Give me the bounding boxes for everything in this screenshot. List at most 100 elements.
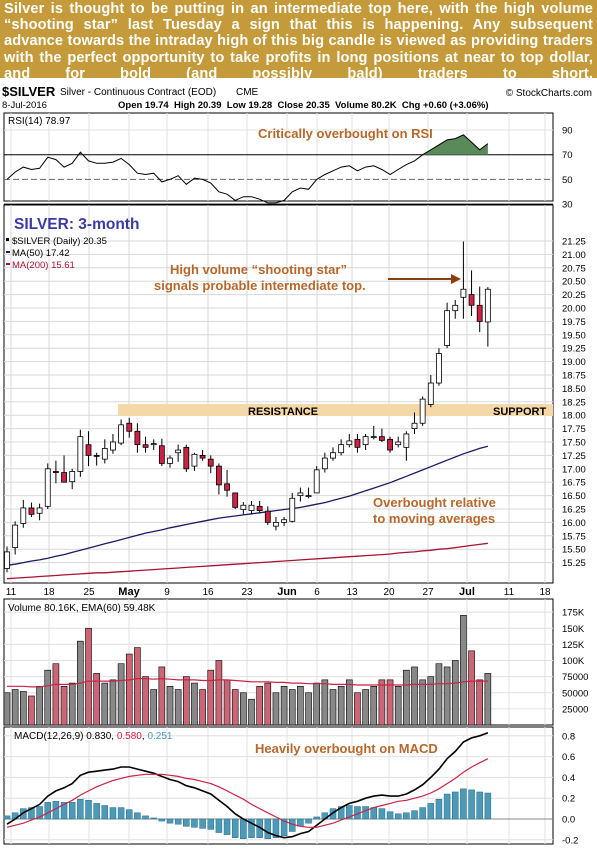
commentary-header: Silver is thought to be putting in an in… [0,0,597,82]
candle-body [362,436,369,446]
price-tick-label: 18.00 [562,411,586,422]
volume-bar [321,679,329,726]
macd-histogram-bar [85,800,92,820]
macd-histogram-bar [484,792,492,820]
volume-bar [199,689,206,726]
macd-histogram-bar [93,803,100,820]
price-tick-label: 20.75 [562,263,586,274]
macd-histogram-bar [394,813,402,820]
volume-bar [231,689,239,726]
macd-histogram-bar [427,803,435,820]
candle-body [484,288,491,323]
price-tick-label: 17.25 [562,451,586,462]
price-legend: $SILVER (Daily) 20.35 MA(50) 17.42 MA(20… [6,236,107,271]
price-tick-label: 19.25 [562,344,586,355]
price-tick-label: 20.00 [562,304,586,315]
rsi-overbought-fill [422,134,488,155]
date-tick-label: 20 [383,587,395,598]
date-tick-label: 13 [346,587,358,598]
macd-histogram-bar [199,818,206,829]
ma-annotation-2: to moving averages [373,511,495,526]
volume-bar [150,689,157,726]
candle-body [411,422,418,429]
volume-bar [68,682,76,726]
macd-histogram-bar [68,802,76,820]
macd-histogram-bar [386,811,394,820]
candle-body [12,524,19,548]
legend-ma200: MA(200) 15.61 [12,260,75,271]
volume-bar [435,663,443,726]
price-tick-label: 19.50 [562,330,586,341]
volume-tick-label: 125K [562,640,585,651]
macd-histogram-bar [183,818,190,827]
macd-histogram-bar [36,806,43,820]
macd-tick-label: -0.2 [562,835,578,846]
legend-ma50: MA(50) 17.42 [12,248,70,259]
chart-ohlc: Open 19.74 High 20.39 Low 19.28 Close 20… [118,100,489,111]
candle-body [476,304,483,322]
commentary-text: Silver is thought to be putting in an in… [4,1,593,82]
rsi-plot [6,134,489,204]
volume-tick-label: 75000 [562,672,588,683]
volume-bar [11,689,19,726]
macd-histogram-bar [378,808,386,820]
macd-histogram-bar [150,817,157,820]
rsi-line [6,134,489,204]
candle-body [232,492,239,508]
price-tick-label: 16.00 [562,518,586,529]
macd-histogram-bar [117,807,125,820]
volume-bar [183,676,190,726]
date-tick-label: 23 [241,587,253,598]
macd-histogram-bar [44,802,51,820]
volume-bar [215,660,223,726]
candle-body [134,430,141,446]
macd-histogram-bar [191,818,198,828]
candle-body [61,472,67,483]
candle-body [452,304,459,312]
macd-histogram-bar [248,818,255,838]
candle-body [330,452,336,459]
volume-bar [240,692,247,726]
macd-histogram-bar [370,807,377,820]
macd-signal-value: 0.580 [117,731,142,742]
price-tick-label: 16.75 [562,478,586,489]
macd-histogram-bar [174,818,182,825]
candle-body [248,504,255,512]
candle-body [167,457,173,464]
candle-body [354,438,361,448]
macd-histogram-bar [109,807,117,820]
candle-body [419,398,426,424]
volume-bar [248,698,255,726]
macd-histogram-bar [305,818,312,824]
volume-bar [345,679,353,726]
candle-body [460,288,467,298]
macd-histogram-bar [207,818,214,830]
volume-bar [44,669,52,726]
candle-body [256,505,263,512]
candle-body [110,441,116,451]
date-tick-label: 11 [504,587,515,598]
candle-body [69,471,76,483]
candle-body [289,497,296,522]
candle-body [101,448,108,460]
macd-histogram-bar [158,818,166,822]
volume-bar [419,679,426,726]
date-tick-label: 9 [164,587,170,598]
macd-histogram-bar [468,789,475,820]
macd-histogram-bar [60,802,68,820]
candle-body [20,507,27,524]
volume-tick-label: 175K [562,608,585,619]
volume-plot [3,615,492,726]
rsi-grid: 90 70 50 30 [4,113,573,211]
date-tick-label: 16 [202,587,214,598]
macd-histogram-bar [101,805,109,820]
volume-tick-label: 150K [562,624,585,635]
volume-bar [264,682,272,726]
volume-bar [19,691,27,726]
shooting-star-arrow [388,274,461,284]
macd-hist-value: 0.251 [147,731,172,742]
resistance-label: RESISTANCE [248,406,318,418]
volume-bar [378,679,386,726]
price-tick-label: 19.75 [562,317,586,328]
candle-body [240,504,247,510]
